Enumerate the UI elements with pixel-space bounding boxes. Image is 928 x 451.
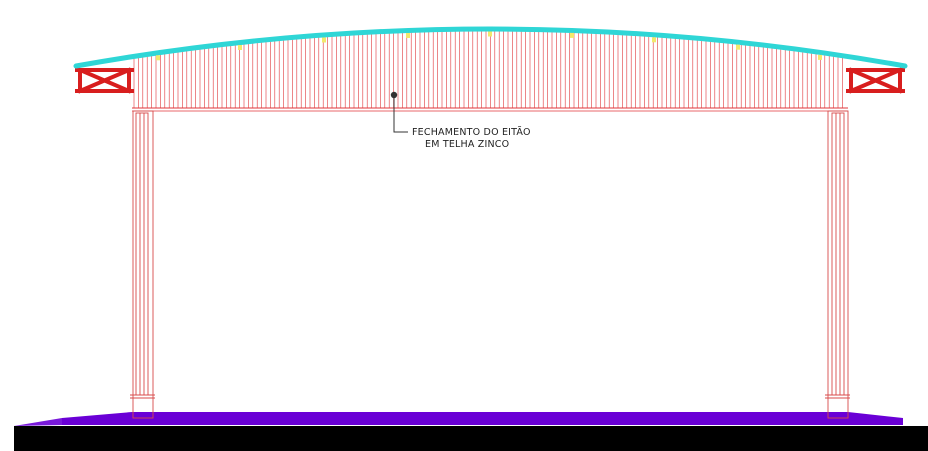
purlin-marker [652, 37, 656, 43]
ground-band [14, 426, 928, 451]
purlin-marker [156, 55, 160, 61]
leader-line [393, 95, 408, 133]
purlin-marker [570, 32, 574, 38]
annotation-line-1: FECHAMENTO DO EITÃO [412, 127, 531, 138]
floor-slab [62, 412, 903, 425]
x-brace-truss-right-icon [846, 67, 905, 94]
right-column [825, 110, 850, 419]
purlin-markers [156, 31, 822, 61]
purlin-marker [406, 33, 410, 38]
annotation-line-2: EM TELHA ZINCO [425, 139, 509, 150]
slab-left-tail [14, 418, 62, 426]
purlin-marker [488, 31, 492, 37]
purlin-marker [818, 54, 822, 60]
roof-arc [73, 26, 908, 69]
purlin-marker [322, 37, 326, 43]
purlin-marker [736, 44, 740, 50]
x-brace-truss-left-icon [75, 67, 134, 94]
purlin-marker [238, 45, 242, 50]
gable-cladding [133, 31, 843, 108]
left-column [130, 110, 155, 419]
